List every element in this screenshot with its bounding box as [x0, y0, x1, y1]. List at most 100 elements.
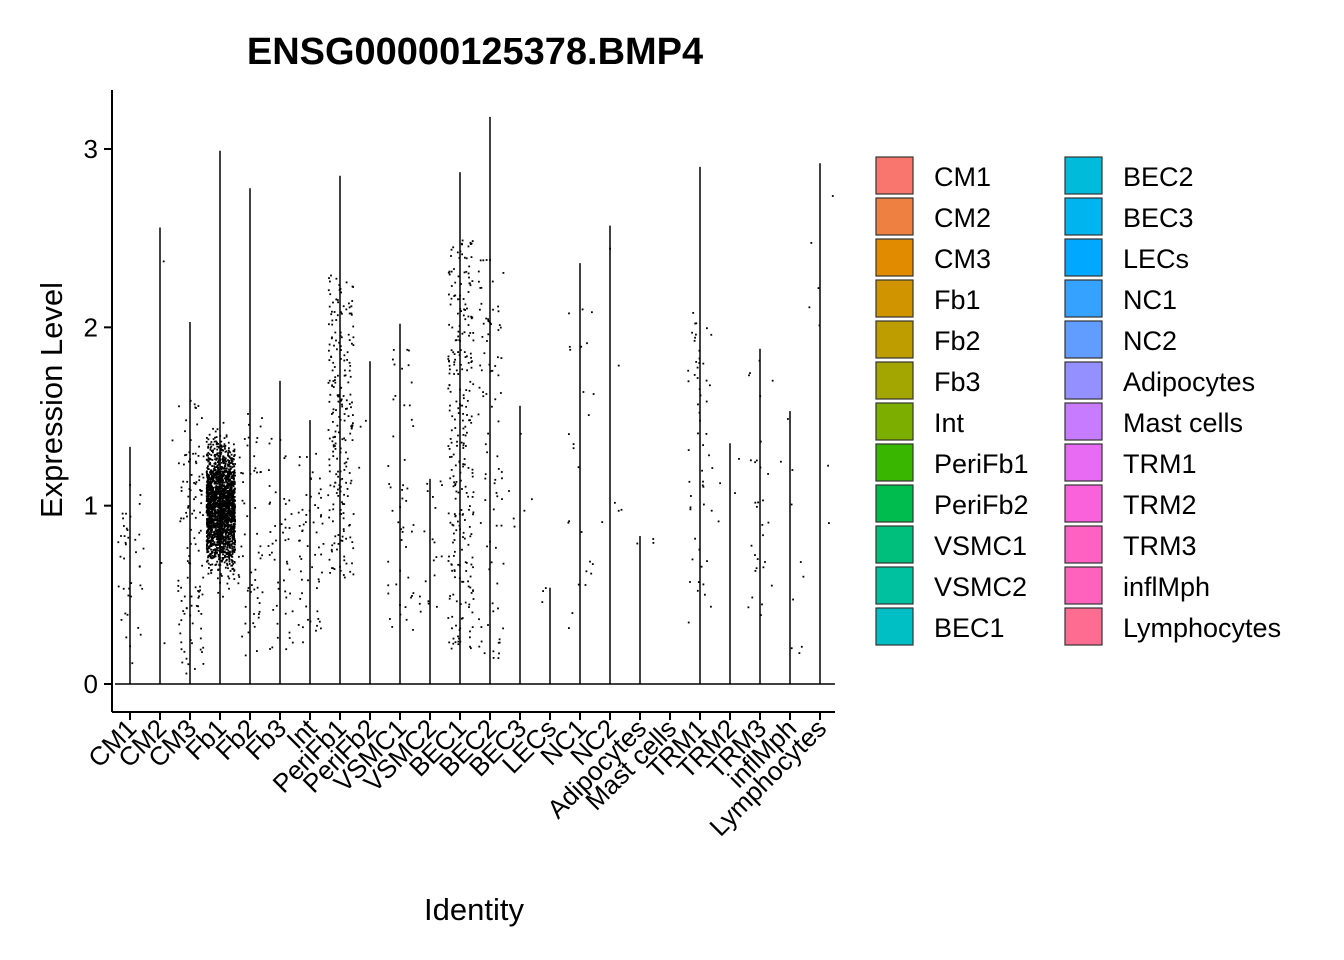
data-point: [334, 376, 337, 379]
data-point: [259, 557, 262, 560]
data-point: [223, 512, 226, 515]
data-point: [469, 586, 472, 589]
data-point: [183, 650, 186, 653]
data-point: [210, 529, 212, 531]
data-point: [462, 442, 465, 445]
data-point: [798, 652, 801, 654]
data-point: [215, 471, 218, 473]
data-point: [448, 555, 450, 558]
data-point: [453, 481, 455, 484]
data-point: [220, 500, 223, 503]
data-point: [284, 539, 287, 542]
data-point: [702, 362, 705, 365]
data-point: [343, 354, 346, 357]
data-point: [211, 518, 214, 521]
data-point: [298, 539, 300, 542]
data-point: [223, 523, 226, 525]
data-point: [467, 245, 470, 248]
data-point: [217, 459, 220, 462]
data-point: [246, 444, 249, 447]
data-point: [340, 349, 342, 351]
data-point: [206, 535, 208, 538]
data-point: [184, 430, 186, 433]
data-point: [472, 513, 474, 516]
data-point: [206, 549, 209, 552]
data-point: [222, 527, 225, 530]
data-point: [464, 303, 467, 306]
data-point: [458, 460, 461, 463]
data-point: [210, 507, 213, 510]
data-point: [220, 511, 223, 514]
data-point: [219, 581, 221, 584]
data-point: [199, 511, 201, 514]
data-point: [214, 486, 216, 489]
data-point: [215, 459, 218, 461]
data-point: [225, 516, 228, 519]
data-point: [572, 443, 575, 445]
data-point: [225, 470, 228, 473]
data-point: [335, 473, 338, 476]
data-point: [220, 451, 223, 454]
data-point: [469, 505, 471, 507]
data-point: [458, 257, 461, 259]
data-point: [350, 305, 353, 308]
data-point: [218, 483, 221, 485]
data-point: [219, 520, 222, 522]
data-point: [219, 481, 222, 484]
data-point: [186, 480, 189, 483]
data-point: [478, 386, 481, 389]
data-point: [122, 517, 124, 520]
data-point: [210, 541, 212, 544]
data-point: [221, 546, 223, 548]
data-point: [208, 555, 211, 558]
data-point: [340, 336, 343, 339]
data-point: [348, 312, 351, 315]
data-point: [467, 362, 470, 364]
data-point: [487, 318, 489, 321]
data-point: [117, 585, 120, 588]
data-point: [205, 471, 208, 473]
data-point: [200, 627, 202, 630]
data-point: [218, 496, 221, 499]
data-point: [336, 348, 338, 351]
data-point: [222, 455, 225, 458]
data-point: [351, 285, 354, 288]
data-point: [207, 485, 210, 488]
data-point: [351, 541, 354, 543]
data-point: [227, 478, 229, 481]
data-point: [346, 407, 348, 410]
data-point: [216, 473, 219, 475]
data-point: [217, 553, 220, 556]
data-point: [497, 310, 500, 313]
data-point: [220, 461, 223, 464]
data-point: [219, 543, 222, 546]
violin-trm2: [715, 443, 745, 685]
data-point: [220, 541, 223, 544]
violin-fb2: [235, 188, 265, 685]
data-point: [217, 535, 220, 537]
data-point: [472, 491, 475, 494]
data-point: [454, 576, 456, 579]
data-point: [466, 431, 468, 434]
data-point: [209, 457, 212, 460]
data-point: [459, 294, 461, 297]
data-point: [208, 506, 211, 509]
data-point: [799, 561, 802, 563]
data-point: [221, 470, 223, 473]
legend-item-vsmc2: VSMC2: [875, 566, 1027, 605]
data-point: [352, 344, 355, 346]
data-point: [218, 523, 220, 525]
data-point: [329, 484, 332, 487]
data-point: [215, 505, 218, 507]
data-point: [318, 546, 320, 549]
data-point: [482, 391, 484, 393]
data-point: [227, 555, 230, 558]
data-point: [210, 490, 213, 493]
data-point: [469, 332, 472, 334]
data-point: [568, 312, 570, 315]
data-point: [457, 640, 460, 643]
data-point: [467, 291, 470, 293]
data-point: [436, 605, 438, 608]
data-point: [760, 614, 762, 616]
data-point: [225, 525, 228, 528]
